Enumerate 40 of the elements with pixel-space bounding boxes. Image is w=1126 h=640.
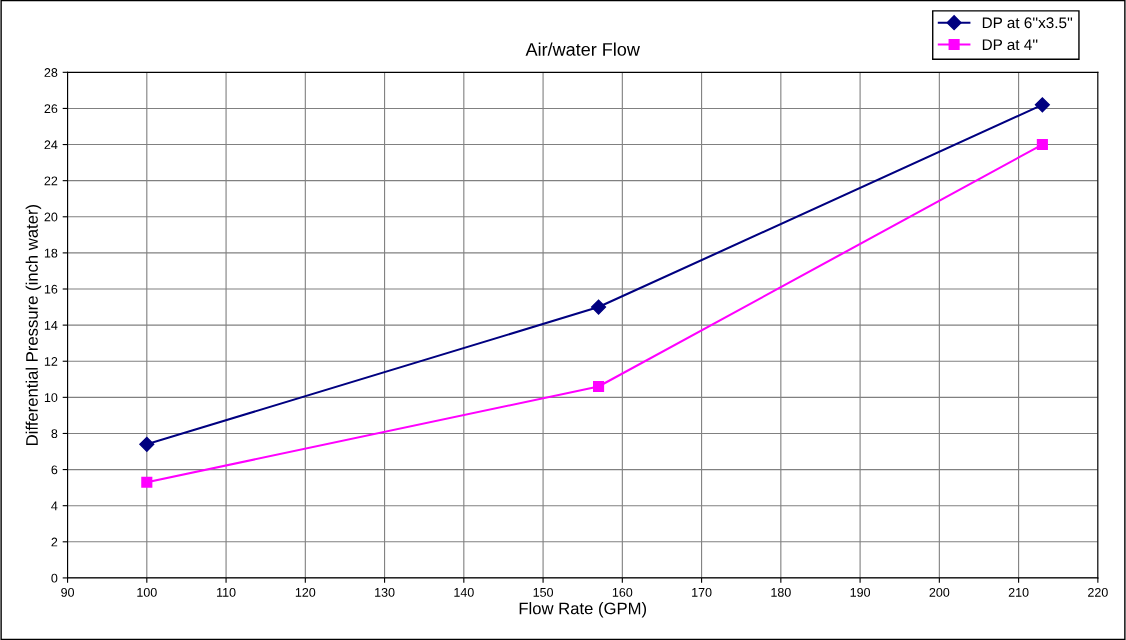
x-tick-label: 90 — [61, 587, 75, 597]
legend-label: DP at 6''x3.5'' — [982, 17, 1073, 29]
y-tick-label: 22 — [44, 176, 58, 186]
y-tick-label: 26 — [44, 104, 58, 114]
x-tick-label: 190 — [850, 587, 871, 597]
y-tick-label: 28 — [44, 68, 58, 77]
x-tick-label: 160 — [612, 587, 633, 597]
y-tick-label: 12 — [44, 357, 58, 366]
y-tick-label: 8 — [51, 429, 58, 439]
x-tick-label: 200 — [929, 587, 950, 597]
y-tick-label: 4 — [51, 501, 58, 511]
y-tick-label: 10 — [44, 393, 58, 402]
x-tick-label: 170 — [692, 587, 712, 597]
x-tick-label: 100 — [137, 587, 157, 597]
point — [592, 380, 605, 393]
x-tick-label: 220 — [1088, 587, 1108, 597]
legend-label: DP at 4'' — [982, 39, 1038, 51]
x-tick-label: 210 — [1008, 587, 1029, 597]
x-tick-label: 150 — [533, 587, 554, 597]
y-tick-label: 24 — [44, 140, 58, 150]
y-tick-label: 16 — [44, 284, 58, 294]
y-tick-label: 20 — [44, 212, 58, 222]
point — [1034, 97, 1050, 113]
x-axis-title: Flow Rate (GPM) — [519, 602, 647, 618]
y-tick-label: 0 — [51, 573, 58, 583]
y-tick-label: 6 — [51, 465, 58, 475]
x-tick-label: 180 — [771, 587, 791, 597]
y-tick-label: 2 — [51, 537, 58, 547]
point — [141, 476, 153, 488]
x-tick-label: 120 — [295, 587, 316, 597]
x-tick-label: 140 — [454, 587, 474, 597]
point — [139, 436, 155, 452]
x-tick-label: 130 — [375, 587, 395, 597]
x-tick-label: 110 — [217, 587, 236, 597]
y-axis-title: Differential Pressure (inch water) — [25, 204, 42, 445]
point — [1036, 138, 1048, 151]
y-tick-label: 18 — [44, 248, 58, 258]
point — [590, 299, 607, 315]
chart-title: Air/water Flow — [525, 42, 640, 56]
y-tick-label: 14 — [44, 321, 58, 330]
